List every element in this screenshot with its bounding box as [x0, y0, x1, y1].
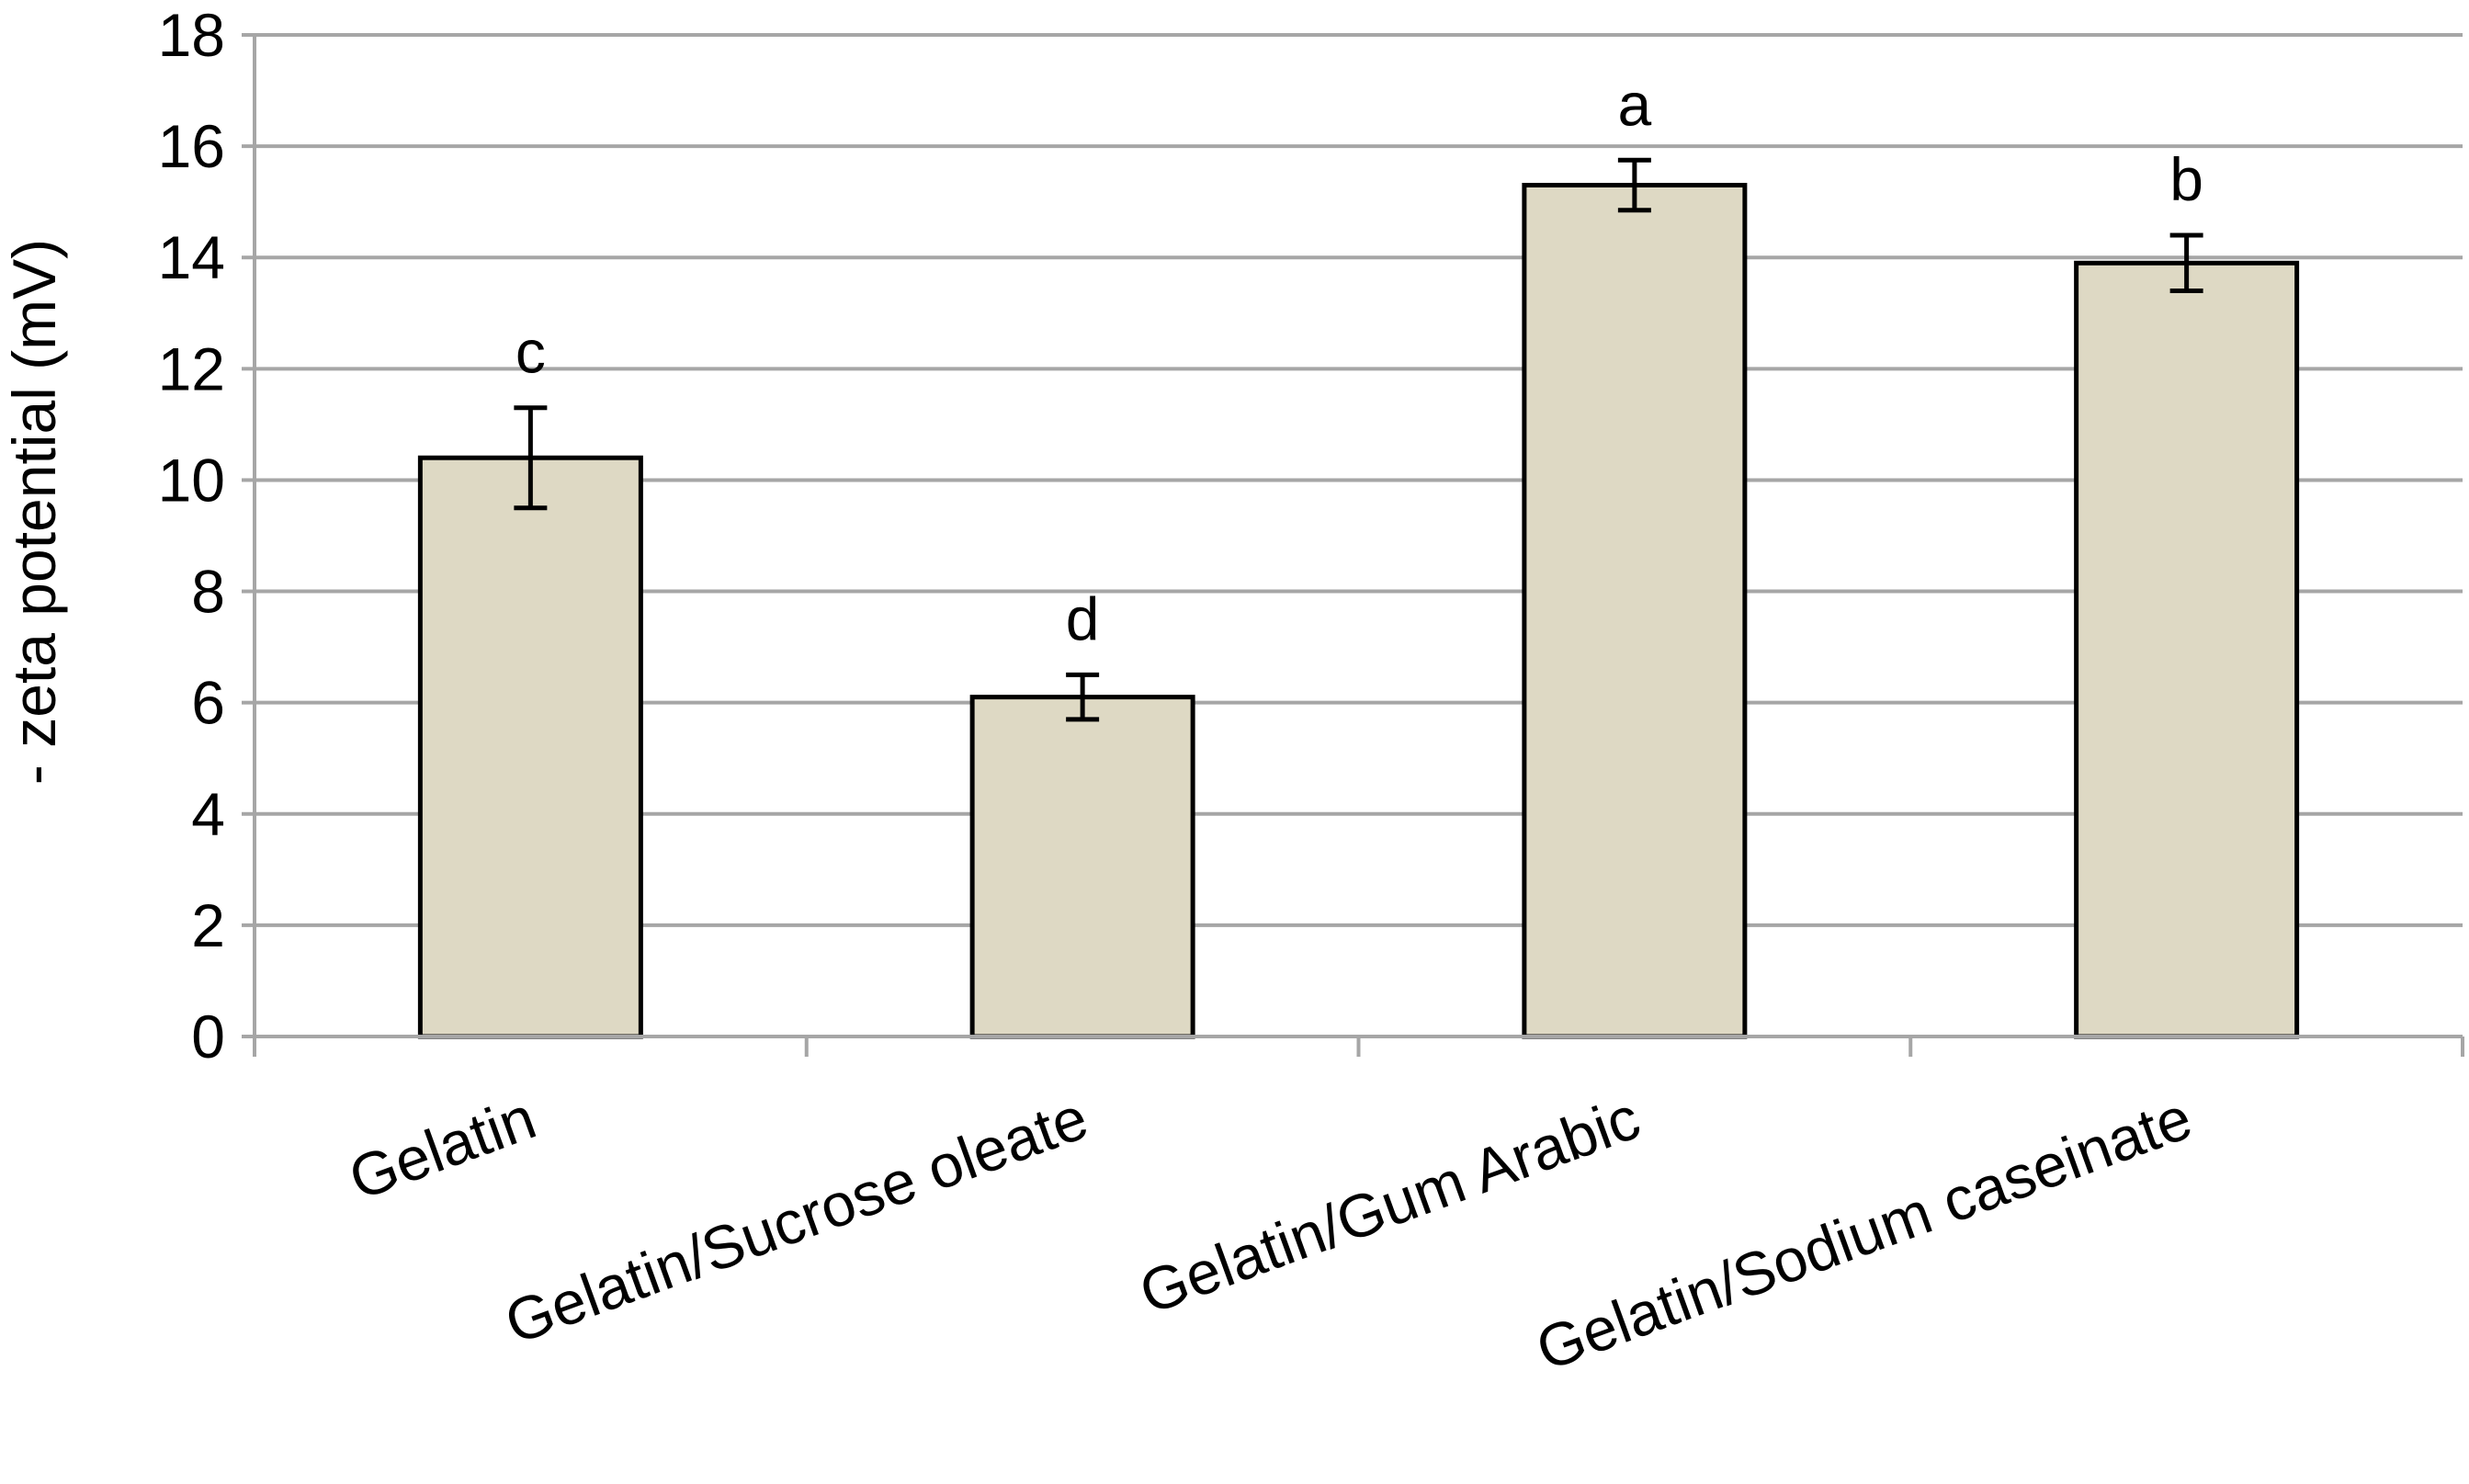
- significance-label-3: a: [1618, 70, 1652, 138]
- significance-label-1: c: [515, 318, 546, 386]
- y-tick-label: 4: [191, 780, 225, 848]
- significance-label-2: d: [1066, 584, 1100, 652]
- y-tick-label: 0: [191, 1003, 225, 1071]
- bars: [417, 157, 2300, 1039]
- y-tick-label: 16: [158, 112, 225, 180]
- significance-label-4: b: [2169, 145, 2203, 213]
- y-tick-label: 8: [191, 558, 225, 626]
- x-category-label-3: Gelatin/Gum Arabic: [1131, 1083, 1648, 1327]
- axes: [242, 33, 2464, 1057]
- bar-4: [2074, 260, 2300, 1039]
- y-tick-label: 18: [158, 1, 225, 69]
- x-category-label-2: Gelatin/Sucrose oleate: [496, 1083, 1096, 1357]
- bar-1: [417, 455, 643, 1039]
- y-tick-label: 2: [191, 891, 225, 959]
- bar-3: [1522, 183, 1748, 1039]
- y-tick-label: 12: [158, 334, 225, 402]
- y-tick-label: 6: [191, 669, 225, 737]
- bar-2: [969, 695, 1195, 1039]
- x-category-label-1: Gelatin: [340, 1083, 544, 1213]
- y-tick-label: 10: [158, 446, 225, 514]
- significance-labels: c d a b: [515, 70, 2203, 652]
- y-tick-labels: 0 2 4 6 8 10 12 14 16 18: [158, 1, 225, 1071]
- y-tick-label: 14: [158, 223, 225, 291]
- y-axis-title: - zeta potential (mV): [0, 239, 68, 785]
